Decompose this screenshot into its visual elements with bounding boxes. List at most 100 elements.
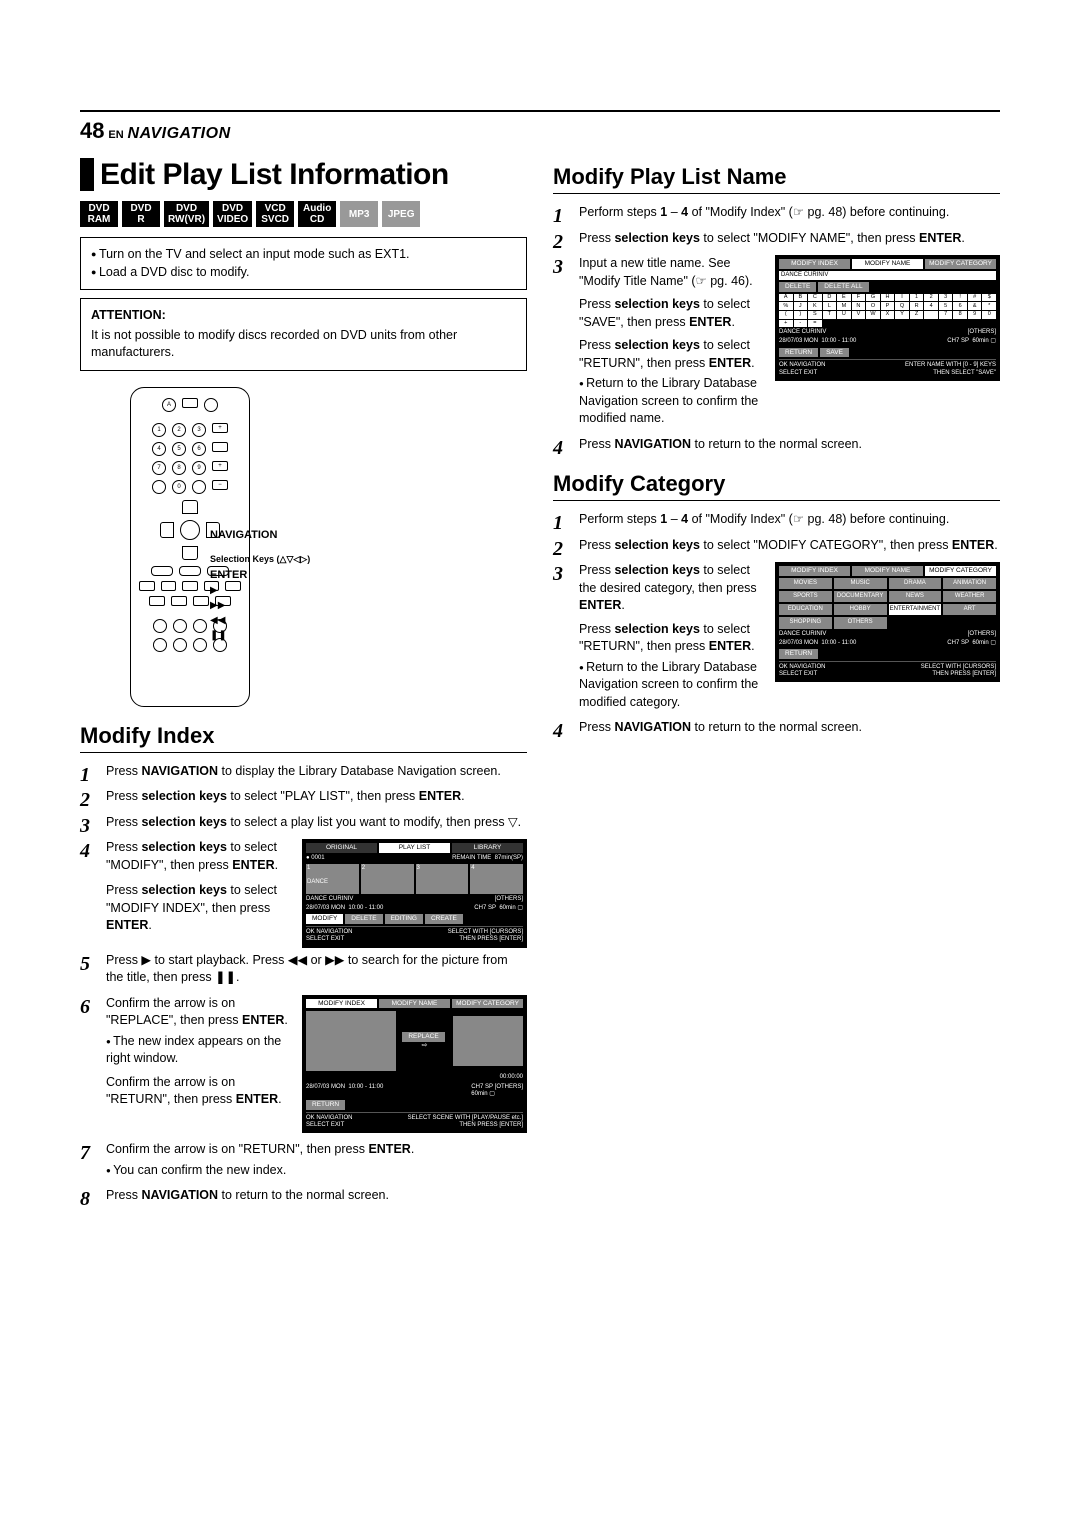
step-text: Confirm the arrow is on "REPLACE", then …: [106, 995, 292, 1030]
step-text: Press selection keys to select "RETURN",…: [579, 337, 765, 372]
modify-cat-steps: Perform steps 1 – 4 of "Modify Index" (☞…: [553, 511, 1000, 737]
step-text: Press selection keys to select "MODIFY",…: [106, 839, 292, 874]
osd-char: L: [823, 302, 837, 310]
nav-label: NAVIGATION: [210, 527, 310, 544]
osd-category: ART: [943, 604, 996, 615]
osd-char: 6: [953, 302, 967, 310]
osd-char: Y: [895, 311, 909, 319]
osd-tab: MODIFY INDEX: [779, 259, 850, 269]
sel-label: Selection Keys (△▽◁▷): [210, 553, 310, 567]
osd-tab: MODIFY CATEGORY: [925, 566, 996, 576]
osd-category: EDUCATION: [779, 604, 832, 615]
modify-index-steps: Press NAVIGATION to display the Library …: [80, 763, 527, 1205]
ff-icon: ▶▶: [210, 598, 310, 613]
osd-char: +: [779, 320, 793, 328]
enter-label: ENTER: [210, 567, 310, 584]
osd-char: !: [953, 294, 967, 302]
osd-char: X: [881, 311, 895, 319]
osd-char: R: [910, 302, 924, 310]
osd-char: 9: [968, 311, 982, 319]
step-bullet: Return to the Library Database Navigatio…: [579, 659, 765, 712]
step: Press NAVIGATION to display the Library …: [80, 763, 527, 781]
osd-modify-index: MODIFY INDEX MODIFY NAME MODIFY CATEGORY…: [302, 995, 527, 1134]
osd-char: E: [837, 294, 851, 302]
osd-char: M: [837, 302, 851, 310]
osd-char: (: [779, 311, 793, 319]
step: Confirm the arrow is on "REPLACE", then …: [80, 995, 527, 1134]
step: Confirm the arrow is on "RETURN", then p…: [80, 1141, 527, 1179]
osd-char: A: [779, 294, 793, 302]
osd-category: HOBBY: [834, 604, 887, 615]
step: Press selection keys to select "PLAY LIS…: [80, 788, 527, 806]
format-badge: DVDRAM: [80, 201, 118, 227]
remote-callouts: NAVIGATION Selection Keys (△▽◁▷) ENTER ▶…: [210, 527, 310, 644]
modify-cat-heading: Modify Category: [553, 471, 1000, 501]
osd-char: $: [982, 294, 996, 302]
attention-text: It is not possible to modify discs recor…: [91, 327, 516, 362]
rw-icon: ◀◀: [210, 613, 310, 628]
step: Press selection keys to select the desir…: [553, 562, 1000, 711]
step-text: Press selection keys to select the desir…: [579, 562, 765, 615]
title-bar: Edit Play List Information: [80, 158, 527, 191]
step-text: Press selection keys to select "RETURN",…: [579, 621, 765, 656]
remote-illustration: A 123+ 456 789+ 0−: [80, 387, 527, 707]
osd-char: Z: [910, 311, 924, 319]
osd-char: 3: [939, 294, 953, 302]
osd-tab: ORIGINAL: [306, 843, 377, 853]
osd-category: MUSIC: [834, 578, 887, 589]
page-number: 48: [80, 118, 104, 143]
osd-category: SPORTS: [779, 591, 832, 602]
format-badge: DVDR: [122, 201, 160, 227]
page-header: 48 EN NAVIGATION: [80, 118, 1000, 144]
step: Input a new title name. See "Modify Titl…: [553, 255, 1000, 428]
step-text: Confirm the arrow is on "RETURN", then p…: [106, 1074, 292, 1109]
step: Press NAVIGATION to return to the normal…: [553, 719, 1000, 737]
osd-char: J: [794, 302, 808, 310]
modify-name-steps: Perform steps 1 – 4 of "Modify Index" (☞…: [553, 204, 1000, 453]
osd-category: SHOPPING: [779, 617, 832, 628]
modify-name-heading: Modify Play List Name: [553, 164, 1000, 194]
osd-category: WEATHER: [943, 591, 996, 602]
step-text: Input a new title name. See "Modify Titl…: [579, 255, 765, 290]
osd-modify-category: MODIFY INDEX MODIFY NAME MODIFY CATEGORY…: [775, 562, 1000, 682]
header-rule: [80, 110, 1000, 112]
osd-char: C: [808, 294, 822, 302]
osd-modify-name: MODIFY INDEX MODIFY NAME MODIFY CATEGORY…: [775, 255, 1000, 381]
osd-char: [924, 311, 938, 319]
format-badge: MP3: [340, 201, 378, 227]
step: Press ▶ to start playback. Press ◀◀ or ▶…: [80, 952, 527, 987]
osd-tab: MODIFY NAME: [379, 999, 450, 1009]
osd-category: DRAMA: [889, 578, 942, 589]
osd-playlist: ORIGINAL PLAY LIST LIBRARY ● 0001REMAIN …: [302, 839, 527, 948]
osd-tab: MODIFY CATEGORY: [452, 999, 523, 1009]
osd-category: ANIMATION: [943, 578, 996, 589]
title-marker: [80, 158, 94, 191]
osd-category: MOVIES: [779, 578, 832, 589]
step-bullet: Return to the Library Database Navigatio…: [553, 375, 765, 428]
step: Press selection keys to select a play li…: [80, 814, 527, 832]
osd-tab: MODIFY NAME: [852, 566, 923, 576]
osd-char: O: [866, 302, 880, 310]
osd-char: =: [808, 320, 822, 328]
format-badge: DVDVIDEO: [213, 201, 252, 227]
step: Perform steps 1 – 4 of "Modify Index" (☞…: [553, 204, 1000, 222]
step: Press selection keys to select "MODIFY C…: [553, 537, 1000, 555]
osd-char: Q: [895, 302, 909, 310]
osd-char: *: [982, 302, 996, 310]
two-columns: Edit Play List Information DVDRAMDVDR DVD…: [80, 158, 1000, 1213]
step-text: Press selection keys to select "MODIFY I…: [106, 882, 292, 935]
osd-char: 0: [982, 311, 996, 319]
format-badge: AudioCD: [298, 201, 336, 227]
osd-char: F: [852, 294, 866, 302]
page-lang: EN: [108, 129, 123, 141]
intro-box: Turn on the TV and select an input mode …: [80, 237, 527, 290]
format-badge: VCDSVCD: [256, 201, 294, 227]
format-badge: JPEG: [382, 201, 420, 227]
main-title: Edit Play List Information: [100, 158, 449, 191]
intro-bullet: Load a DVD disc to modify.: [91, 264, 516, 282]
osd-tab: MODIFY INDEX: [306, 999, 377, 1009]
osd-category: OTHERS: [834, 617, 887, 628]
step-text: Confirm the arrow is on "RETURN", then p…: [106, 1141, 527, 1159]
osd-char: I: [895, 294, 909, 302]
step: Perform steps 1 – 4 of "Modify Index" (☞…: [553, 511, 1000, 529]
